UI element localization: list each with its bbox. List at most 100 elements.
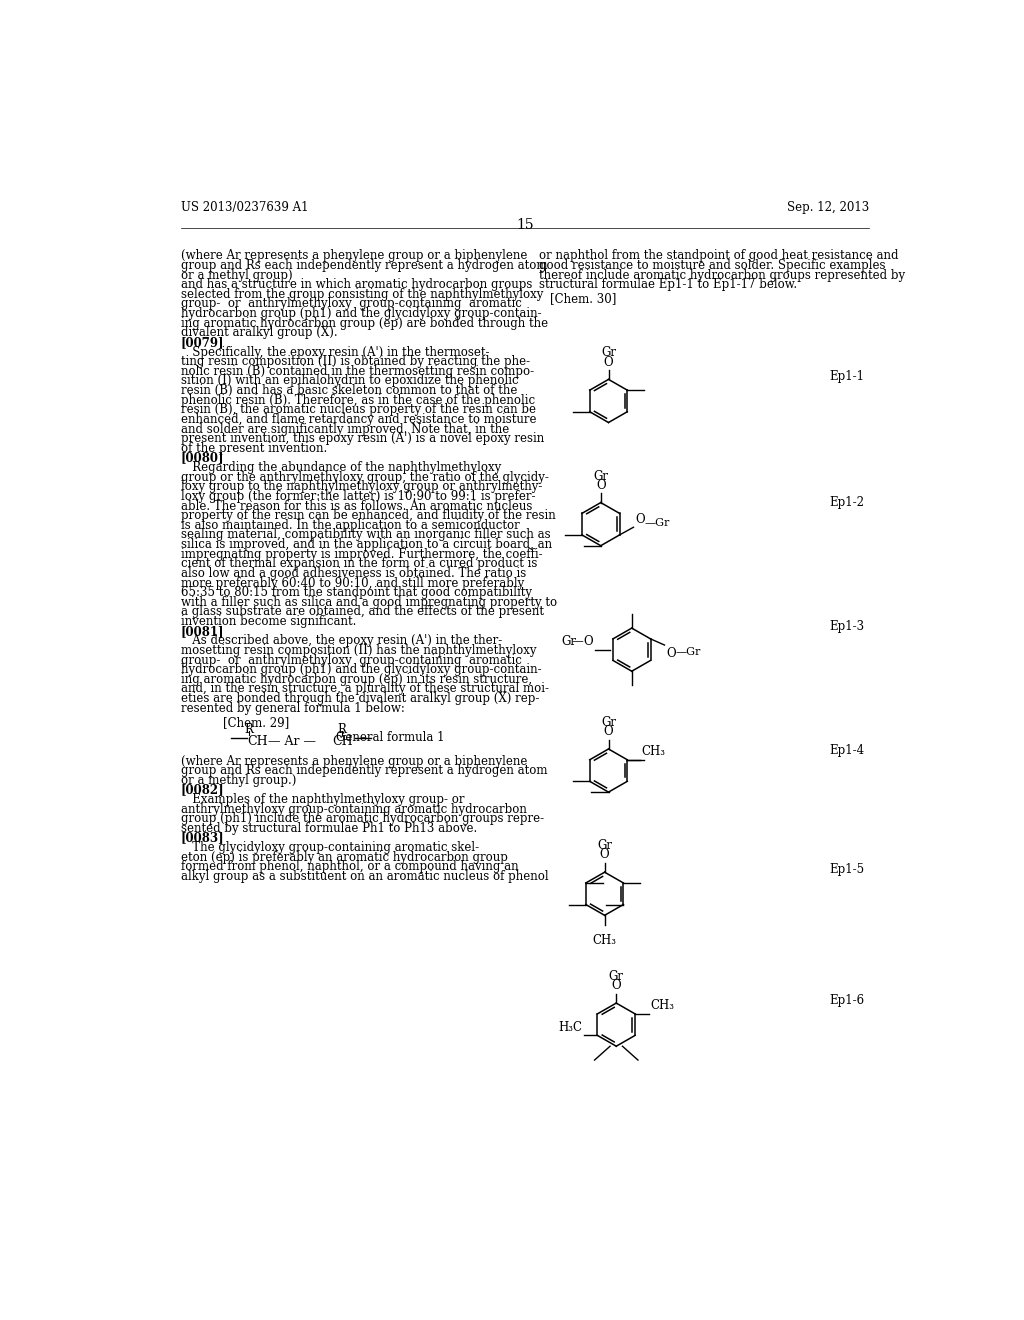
Text: Gr: Gr [608, 970, 624, 983]
Text: Gr: Gr [601, 346, 616, 359]
Text: present invention, this epoxy resin (A') is a novel epoxy resin: present invention, this epoxy resin (A')… [180, 432, 544, 445]
Text: O: O [635, 513, 645, 527]
Text: 65:35 to 80:15 from the standpoint that good compatibility: 65:35 to 80:15 from the standpoint that … [180, 586, 531, 599]
Text: with a filler such as silica and a good impregnating property to: with a filler such as silica and a good … [180, 595, 557, 609]
Text: Sep. 12, 2013: Sep. 12, 2013 [786, 201, 869, 214]
Text: US 2013/0237639 A1: US 2013/0237639 A1 [180, 201, 308, 214]
Text: structural formulae Ep1-1 to Ep1-17 below.: structural formulae Ep1-1 to Ep1-17 belo… [539, 279, 797, 292]
Text: more preferably 60:40 to 90:10, and still more preferably: more preferably 60:40 to 90:10, and stil… [180, 577, 524, 590]
Text: CH: CH [333, 735, 353, 748]
Text: of the present invention.: of the present invention. [180, 442, 327, 455]
Text: nolic resin (B) contained in the thermosetting resin compo-: nolic resin (B) contained in the thermos… [180, 364, 534, 378]
Text: formed from phenol, naphthol, or a compound having an: formed from phenol, naphthol, or a compo… [180, 861, 518, 874]
Text: also low and a good adhesiveness is obtained. The ratio is: also low and a good adhesiveness is obta… [180, 566, 526, 579]
Text: group or the anthrylmethyloxy group, the ratio of the glycidy-: group or the anthrylmethyloxy group, the… [180, 471, 549, 483]
Text: anthrylmethyloxy group-containing aromatic hydrocarbon: anthrylmethyloxy group-containing aromat… [180, 803, 526, 816]
Text: group-  or  anthrylmethyloxy  group-containing  aromatic: group- or anthrylmethyloxy group-contain… [180, 297, 521, 310]
Text: Gr: Gr [597, 840, 612, 853]
Text: group-  or  anthrylmethyloxy  group-containing  aromatic: group- or anthrylmethyloxy group-contain… [180, 653, 521, 667]
Text: R: R [338, 723, 346, 737]
Text: —Gr: —Gr [676, 647, 700, 656]
Text: O: O [604, 725, 613, 738]
Text: is also maintained. In the application to a semiconductor: is also maintained. In the application t… [180, 519, 519, 532]
Text: able. The reason for this is as follows. An aromatic nucleus: able. The reason for this is as follows.… [180, 499, 532, 512]
Text: CH₃: CH₃ [593, 933, 616, 946]
Text: (where Ar represents a phenylene group or a biphenylene: (where Ar represents a phenylene group o… [180, 755, 527, 767]
Text: property of the resin can be enhanced, and fluidity of the resin: property of the resin can be enhanced, a… [180, 510, 555, 523]
Text: O: O [584, 635, 593, 648]
Text: —: — [571, 635, 583, 648]
Text: —Gr: —Gr [644, 517, 670, 528]
Text: CH: CH [248, 735, 268, 748]
Text: eton (ep) is preferably an aromatic hydrocarbon group: eton (ep) is preferably an aromatic hydr… [180, 851, 508, 863]
Text: divalent aralkyl group (X).: divalent aralkyl group (X). [180, 326, 337, 339]
Text: O: O [666, 647, 676, 660]
Text: O: O [604, 355, 613, 368]
Text: ing aromatic hydrocarbon group (ep) are bonded through the: ing aromatic hydrocarbon group (ep) are … [180, 317, 548, 330]
Text: phenolic resin (B). Therefore, as in the case of the phenolic: phenolic resin (B). Therefore, as in the… [180, 393, 535, 407]
Text: O: O [600, 849, 609, 862]
Text: silica is improved, and in the application to a circuit board, an: silica is improved, and in the applicati… [180, 539, 552, 550]
Text: hydrocarbon group (ph1) and the glycidyloxy group-contain-: hydrocarbon group (ph1) and the glycidyl… [180, 663, 542, 676]
Text: Ep1-3: Ep1-3 [829, 620, 864, 634]
Text: [0082]: [0082] [180, 784, 224, 796]
Text: group and Rs each independently represent a hydrogen atom: group and Rs each independently represen… [180, 259, 547, 272]
Text: resin (B) and has a basic skeleton common to that of the: resin (B) and has a basic skeleton commo… [180, 384, 517, 397]
Text: H₃C: H₃C [558, 1020, 582, 1034]
Text: eties are bonded through the divalent aralkyl group (X) rep-: eties are bonded through the divalent ar… [180, 692, 539, 705]
Text: alkyl group as a substituent on an aromatic nucleus of phenol: alkyl group as a substituent on an aroma… [180, 870, 548, 883]
Text: Ep1-5: Ep1-5 [829, 863, 864, 876]
Text: [0079]: [0079] [180, 335, 224, 348]
Text: resin (B), the aromatic nucleus property of the resin can be: resin (B), the aromatic nucleus property… [180, 404, 536, 416]
Text: (where Ar represents a phenylene group or a biphenylene: (where Ar represents a phenylene group o… [180, 249, 527, 263]
Text: R: R [245, 723, 253, 737]
Text: Ep1-6: Ep1-6 [829, 994, 864, 1007]
Text: Examples of the naphthylmethyloxy group- or: Examples of the naphthylmethyloxy group-… [180, 793, 464, 807]
Text: cient of thermal expansion in the form of a cured product is: cient of thermal expansion in the form o… [180, 557, 537, 570]
Text: Ep1-4: Ep1-4 [829, 743, 864, 756]
Text: Ep1-2: Ep1-2 [829, 496, 864, 508]
Text: invention become significant.: invention become significant. [180, 615, 356, 628]
Text: — Ar —: — Ar — [267, 735, 315, 748]
Text: As described above, the epoxy resin (A') in the ther-: As described above, the epoxy resin (A')… [180, 635, 502, 647]
Text: ing aromatic hydrocarbon group (ep) in its resin structure,: ing aromatic hydrocarbon group (ep) in i… [180, 673, 531, 686]
Text: or a methyl group): or a methyl group) [180, 268, 292, 281]
Text: ting resin composition (II) is obtained by reacting the phe-: ting resin composition (II) is obtained … [180, 355, 529, 368]
Text: Regarding the abundance of the naphthylmethyloxy: Regarding the abundance of the naphthylm… [180, 461, 501, 474]
Text: O: O [611, 979, 622, 993]
Text: selected from the group consisting of the naphthylmethyloxy: selected from the group consisting of th… [180, 288, 543, 301]
Text: resented by general formula 1 below:: resented by general formula 1 below: [180, 702, 404, 714]
Text: [0081]: [0081] [180, 624, 224, 638]
Text: sealing material, compatibility with an inorganic filler such as: sealing material, compatibility with an … [180, 528, 550, 541]
Text: CH₃: CH₃ [641, 746, 666, 758]
Text: Ep1-1: Ep1-1 [829, 370, 864, 383]
Text: good resistance to moisture and solder. Specific examples: good resistance to moisture and solder. … [539, 259, 886, 272]
Text: Specifically, the epoxy resin (A') in the thermoset-: Specifically, the epoxy resin (A') in th… [180, 346, 489, 359]
Text: sented by structural formulae Ph1 to Ph13 above.: sented by structural formulae Ph1 to Ph1… [180, 822, 477, 836]
Text: sition (I) with an epihalohydrin to epoxidize the phenolic: sition (I) with an epihalohydrin to epox… [180, 375, 518, 387]
Text: group (ph1) include the aromatic hydrocarbon groups repre-: group (ph1) include the aromatic hydroca… [180, 812, 544, 825]
Text: a glass substrate are obtained, and the effects of the present: a glass substrate are obtained, and the … [180, 606, 544, 618]
Text: loxy group (the former:the latter) is 10:90 to 99:1 is prefer-: loxy group (the former:the latter) is 10… [180, 490, 536, 503]
Text: group and Rs each independently represent a hydrogen atom: group and Rs each independently represen… [180, 764, 547, 777]
Text: The glycidyloxy group-containing aromatic skel-: The glycidyloxy group-containing aromati… [180, 841, 479, 854]
Text: 15: 15 [516, 218, 534, 232]
Text: [0080]: [0080] [180, 451, 224, 465]
Text: enhanced, and flame retardancy and resistance to moisture: enhanced, and flame retardancy and resis… [180, 413, 537, 426]
Text: and has a structure in which aromatic hydrocarbon groups: and has a structure in which aromatic hy… [180, 279, 532, 292]
Text: Gr: Gr [593, 470, 608, 483]
Text: [Chem. 29]: [Chem. 29] [223, 715, 290, 729]
Text: mosetting resin composition (II) has the naphthylmethyloxy: mosetting resin composition (II) has the… [180, 644, 537, 657]
Text: [Chem. 30]: [Chem. 30] [550, 293, 616, 305]
Text: and solder are significantly improved. Note that, in the: and solder are significantly improved. N… [180, 422, 509, 436]
Text: General formula 1: General formula 1 [336, 731, 444, 744]
Text: hydrocarbon group (ph1) and the glycidyloxy group-contain-: hydrocarbon group (ph1) and the glycidyl… [180, 308, 542, 319]
Text: or naphthol from the standpoint of good heat resistance and: or naphthol from the standpoint of good … [539, 249, 898, 263]
Text: [0083]: [0083] [180, 832, 224, 845]
Text: loxy group to the naphthylmethyloxy group or anthrylmethy-: loxy group to the naphthylmethyloxy grou… [180, 480, 542, 494]
Text: Gr: Gr [562, 635, 577, 648]
Text: and, in the resin structure, a plurality of these structural moi-: and, in the resin structure, a plurality… [180, 682, 549, 696]
Text: CH₃: CH₃ [650, 999, 675, 1012]
Text: or a methyl group.): or a methyl group.) [180, 774, 296, 787]
Text: O: O [596, 479, 605, 492]
